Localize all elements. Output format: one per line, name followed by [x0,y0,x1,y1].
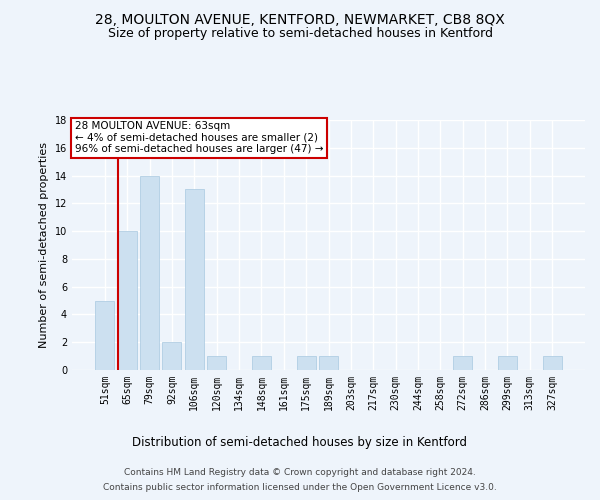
Text: Contains public sector information licensed under the Open Government Licence v3: Contains public sector information licen… [103,483,497,492]
Bar [118,231,137,370]
Text: 28 MOULTON AVENUE: 63sqm
← 4% of semi-detached houses are smaller (2)
96% of sem: 28 MOULTON AVENUE: 63sqm ← 4% of semi-de… [74,121,323,154]
Bar [185,190,204,370]
Bar [498,356,517,370]
Bar [163,342,181,370]
Y-axis label: Number of semi-detached properties: Number of semi-detached properties [39,142,49,348]
Text: Size of property relative to semi-detached houses in Kentford: Size of property relative to semi-detach… [107,28,493,40]
Text: Distribution of semi-detached houses by size in Kentford: Distribution of semi-detached houses by … [133,436,467,449]
Text: 28, MOULTON AVENUE, KENTFORD, NEWMARKET, CB8 8QX: 28, MOULTON AVENUE, KENTFORD, NEWMARKET,… [95,12,505,26]
Bar [296,356,316,370]
Bar [252,356,271,370]
Bar [453,356,472,370]
Text: Contains HM Land Registry data © Crown copyright and database right 2024.: Contains HM Land Registry data © Crown c… [124,468,476,477]
Bar [95,300,115,370]
Bar [542,356,562,370]
Bar [140,176,159,370]
Bar [319,356,338,370]
Bar [207,356,226,370]
